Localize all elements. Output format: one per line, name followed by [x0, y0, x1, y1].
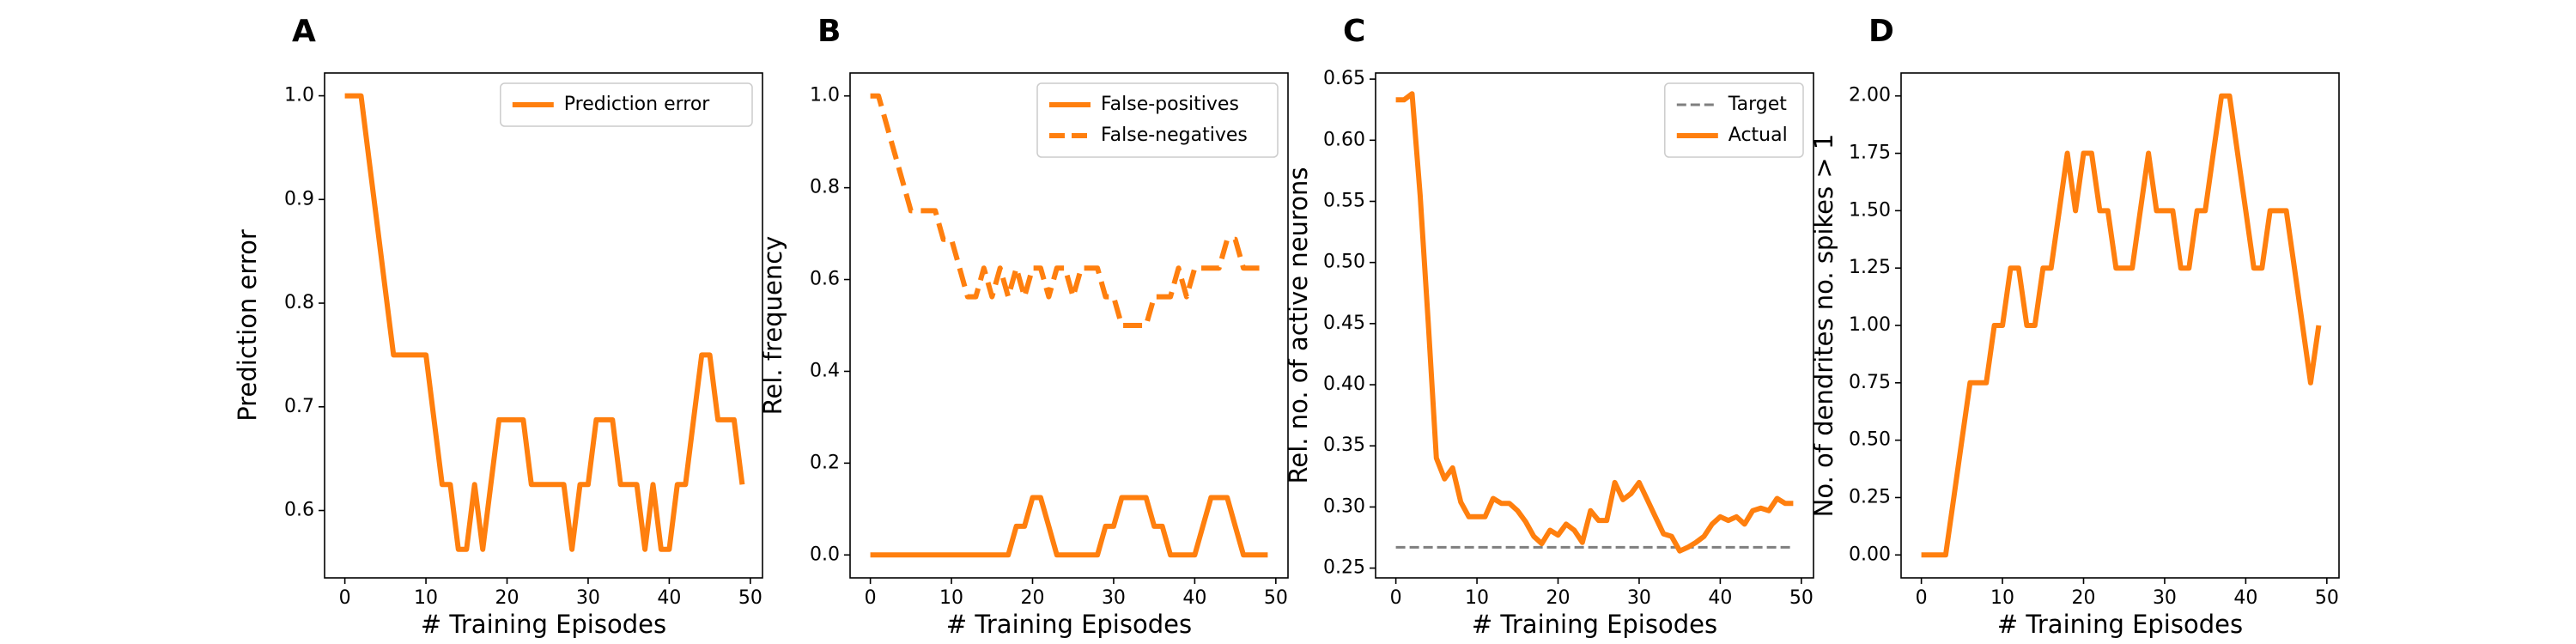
legend-label: Actual — [1728, 125, 1788, 146]
axes-frame — [324, 72, 763, 579]
x-tick-label: 20 — [2072, 587, 2096, 609]
legend-box — [500, 82, 753, 127]
y-tick-label: 0.6 — [284, 500, 314, 521]
x-tick-label: 0 — [1390, 587, 1402, 609]
legend-label: False-positives — [1101, 94, 1239, 115]
y-tick-label: 0.8 — [284, 292, 314, 313]
y-tick-label: 0.40 — [1323, 374, 1365, 395]
y-tick-label: 1.50 — [1849, 199, 1891, 221]
legend-label: False-negatives — [1101, 125, 1248, 146]
y-axis-label: Rel. frequency — [758, 236, 787, 416]
y-tick-label: 0.0 — [810, 544, 840, 565]
x-tick-label: 30 — [1627, 587, 1651, 609]
y-tick-label: 0.60 — [1323, 129, 1365, 150]
legend: Prediction error — [500, 82, 753, 127]
y-tick-label: 0.45 — [1323, 313, 1365, 334]
y-tick-label: 0.7 — [284, 396, 314, 417]
x-tick-label: 50 — [1264, 587, 1288, 609]
chart-panel-b: B 0 10 20 30 40 50 0.0 0.2 0.4 0.6 0.8 1.0 # Training… — [758, 14, 1289, 639]
x-axis-label: # Training Episodes — [1472, 610, 1717, 639]
x-tick-label: 0 — [1916, 587, 1928, 609]
x-tick-label: 30 — [2153, 587, 2177, 609]
panel-label: B — [817, 14, 841, 49]
y-tick-label: 1.25 — [1849, 257, 1891, 278]
y-tick-label: 0.35 — [1323, 434, 1365, 456]
chart-panel-c: C 0 10 20 30 40 50 0.25 0.30 0.35 0.40 0.45 0.50 0.55… — [1284, 14, 1814, 639]
x-tick-label: 40 — [657, 587, 681, 609]
legend-box — [1664, 82, 1804, 158]
y-tick-label: 1.75 — [1849, 143, 1891, 164]
x-tick-label: 50 — [2315, 587, 2339, 609]
y-tick-label: 0.50 — [1323, 252, 1365, 273]
panel-label: D — [1868, 14, 1894, 49]
y-tick-label: 0.00 — [1849, 544, 1891, 565]
axes-frame — [1375, 72, 1814, 579]
y-axis-label: No. of dendrites no. spikes > 1 — [1809, 134, 1838, 518]
y-tick-label: 0.2 — [810, 452, 840, 473]
x-tick-label: 50 — [738, 587, 762, 609]
y-tick-label: 1.0 — [810, 85, 840, 106]
series-line-actual — [1395, 91, 1794, 554]
y-tick-label: 0.4 — [810, 360, 840, 381]
y-tick-label: 1.0 — [284, 85, 314, 106]
x-tick-label: 30 — [1102, 587, 1126, 609]
y-tick-label: 0.55 — [1323, 190, 1365, 211]
x-tick-label: 40 — [1182, 587, 1206, 609]
y-tick-label: 0.9 — [284, 188, 314, 210]
series-line-panel-d — [1921, 93, 2322, 558]
y-tick-label: 0.30 — [1323, 495, 1365, 517]
y-axis-label: Prediction error — [233, 229, 262, 422]
legend-label: Target — [1728, 94, 1787, 115]
y-axis-label: Rel. no. of active neurons — [1284, 167, 1313, 484]
y-tick-label: 0.75 — [1849, 372, 1891, 393]
panel-label: A — [292, 14, 316, 49]
y-tick-label: 0.65 — [1323, 68, 1365, 89]
x-tick-label: 30 — [576, 587, 600, 609]
x-tick-label: 50 — [1789, 587, 1814, 609]
x-tick-label: 20 — [1021, 587, 1045, 609]
y-tick-label: 1.00 — [1849, 314, 1891, 336]
x-tick-label: 40 — [1708, 587, 1732, 609]
legend-label: Prediction error — [564, 94, 710, 115]
x-tick-label: 20 — [495, 587, 519, 609]
x-tick-label: 10 — [1465, 587, 1489, 609]
series-line-prediction-error — [344, 93, 745, 552]
y-tick-label: 2.00 — [1849, 85, 1891, 106]
x-axis-label: # Training Episodes — [421, 610, 666, 639]
x-tick-label: 10 — [414, 587, 438, 609]
x-tick-label: 20 — [1546, 587, 1571, 609]
x-tick-label: 10 — [1990, 587, 2014, 609]
panel-label: C — [1343, 14, 1365, 49]
legend-box — [1036, 82, 1279, 158]
y-tick-label: 0.25 — [1323, 557, 1365, 579]
x-axis-label: # Training Episodes — [1997, 610, 2243, 639]
legend: False-positives False-negatives — [1036, 82, 1279, 158]
legend: Target Actual — [1664, 82, 1804, 158]
series-line-false-negatives — [870, 93, 1268, 328]
axes-frame — [849, 72, 1289, 579]
chart-panel-a: A 0 10 20 30 40 50 0.6 0.7 0.8 0.9 1.0 # Training Ep… — [233, 14, 763, 639]
x-tick-label: 10 — [939, 587, 963, 609]
x-tick-label: 40 — [2233, 587, 2257, 609]
y-tick-label: 0.6 — [810, 269, 840, 290]
axes-frame — [1900, 72, 2340, 579]
chart-panel-d: D 0 10 20 30 40 50 0.00 0.25 0.50 0.75 1.00 1.25 1.50… — [1809, 14, 2340, 639]
series-line-false-positives — [870, 495, 1268, 558]
x-axis-label: # Training Episodes — [946, 610, 1192, 639]
x-tick-label: 0 — [865, 587, 877, 609]
y-tick-label: 0.8 — [810, 177, 840, 198]
x-tick-label: 0 — [339, 587, 351, 609]
y-tick-label: 0.25 — [1849, 486, 1891, 507]
y-tick-label: 0.50 — [1849, 429, 1891, 451]
